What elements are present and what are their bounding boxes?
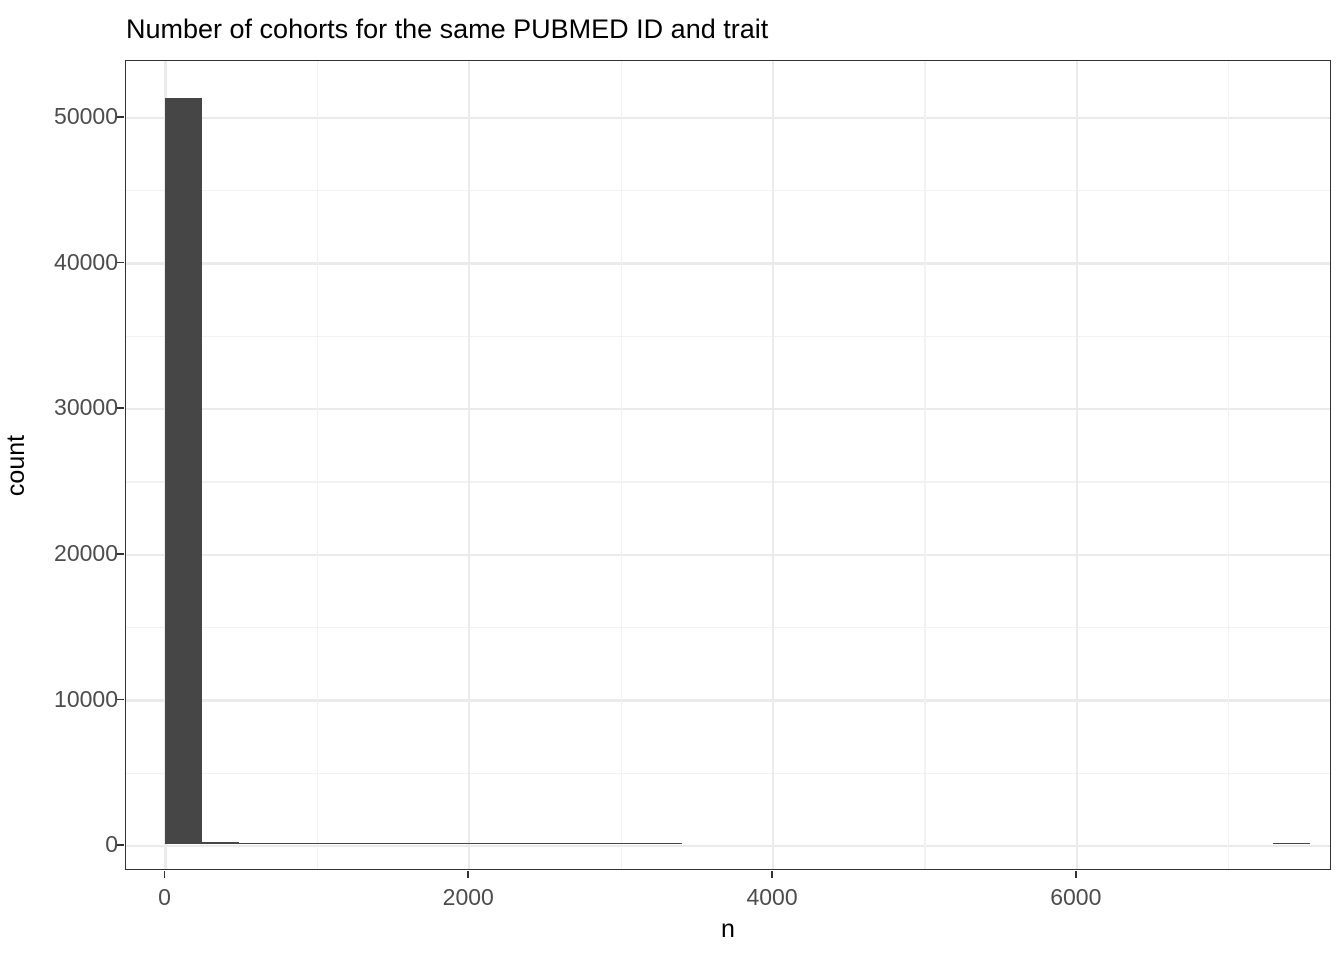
y-axis-tick-label: 20000: [54, 539, 118, 566]
x-axis-tick-mark: [163, 871, 166, 878]
gridline-minor-vertical: [1228, 61, 1230, 869]
bar: [460, 843, 498, 845]
y-axis-title-label: count: [2, 434, 31, 496]
x-axis-tick-label: 0: [158, 884, 171, 910]
y-axis-tick-mark: [117, 553, 124, 555]
gridline-major-vertical: [771, 61, 775, 869]
gridline-major-vertical: [1075, 61, 1078, 869]
bar: [349, 843, 387, 845]
y-axis-tick-label: 50000: [54, 102, 118, 129]
gridline-minor-vertical: [316, 61, 318, 869]
y-axis-tick-mark: [117, 698, 124, 701]
gridline-minor-horizontal: [126, 772, 1330, 774]
page-title: Number of cohorts for the same PUBMED ID…: [126, 14, 769, 44]
bar: [645, 843, 683, 845]
x-axis-tick-label: 2000: [442, 884, 494, 910]
bar: [239, 843, 277, 845]
x-axis-tick-label: 4000: [746, 884, 798, 910]
gridline-minor-horizontal: [126, 481, 1330, 483]
y-axis-tick-mark: [117, 261, 124, 264]
x-axis-tick-mark: [467, 871, 470, 878]
gridline-major-vertical: [468, 61, 471, 869]
y-axis-tick-mark: [117, 844, 124, 847]
bar: [423, 843, 461, 845]
bar: [202, 842, 240, 845]
y-axis-tick-mark: [117, 116, 124, 118]
x-axis-title: n: [721, 915, 735, 943]
bar: [1272, 843, 1310, 845]
y-axis-tick-mark: [117, 407, 124, 409]
bar: [276, 843, 314, 845]
gridline-major-horizontal: [126, 845, 1330, 848]
gridline-major-horizontal: [126, 553, 1330, 556]
x-axis-tick-mark: [1075, 871, 1077, 878]
bar: [497, 843, 535, 845]
bar: [313, 843, 350, 845]
y-axis-tick-label: 0: [105, 831, 118, 858]
gridline-minor-vertical: [924, 61, 926, 869]
y-axis-tick-label: 40000: [54, 248, 118, 275]
gridline-minor-vertical: [620, 61, 622, 869]
bar: [571, 843, 609, 845]
gridline-major-horizontal: [126, 116, 1330, 119]
gridline-minor-horizontal: [126, 335, 1330, 337]
y-axis-tick-label: 30000: [54, 394, 118, 421]
bar: [165, 98, 203, 845]
x-axis-tick-mark: [771, 871, 773, 878]
plot-panel: [125, 60, 1331, 870]
gridline-minor-horizontal: [126, 190, 1330, 192]
bar: [608, 843, 646, 845]
y-axis-title: count: [0, 0, 34, 960]
gridline-major-horizontal: [126, 408, 1330, 411]
y-axis-tick-label: 10000: [54, 685, 118, 712]
bar: [534, 843, 572, 845]
gridline-minor-horizontal: [126, 627, 1330, 629]
x-axis-tick-label: 6000: [1050, 884, 1102, 910]
gridline-major-horizontal: [126, 262, 1330, 265]
gridline-major-horizontal: [126, 699, 1330, 702]
bar: [386, 843, 424, 845]
